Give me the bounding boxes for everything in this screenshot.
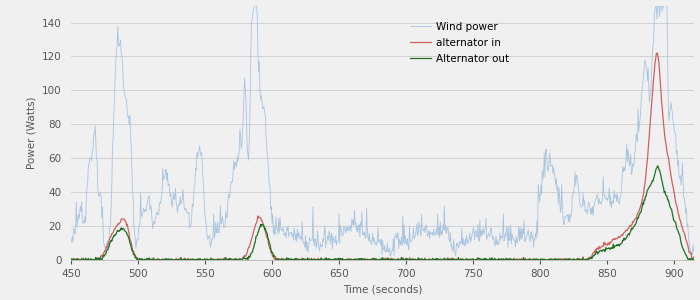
- Y-axis label: Power (Watts): Power (Watts): [27, 97, 36, 169]
- Legend: Wind power, alternator in, Alternator out: Wind power, alternator in, Alternator ou…: [407, 18, 512, 67]
- alternator in: [615, 236, 624, 239]
- alternator in: [690, 255, 698, 259]
- alternator in: [127, 241, 135, 245]
- alternator in: [66, 258, 75, 261]
- alternator in: [67, 258, 76, 262]
- Wind power: [426, 236, 434, 240]
- Alternator out: [653, 164, 662, 168]
- Alternator out: [615, 244, 624, 248]
- alternator in: [258, 218, 266, 222]
- Wind power: [386, 254, 395, 258]
- Line: alternator in: alternator in: [71, 53, 694, 260]
- Alternator out: [71, 258, 80, 262]
- Alternator out: [66, 257, 75, 260]
- Alternator out: [258, 223, 266, 226]
- Alternator out: [589, 254, 598, 258]
- Wind power: [690, 250, 698, 254]
- alternator in: [652, 51, 661, 55]
- Wind power: [66, 241, 75, 244]
- Wind power: [251, 4, 259, 8]
- Alternator out: [127, 245, 135, 249]
- Line: Alternator out: Alternator out: [71, 166, 694, 260]
- Line: Wind power: Wind power: [71, 6, 694, 256]
- Alternator out: [391, 258, 400, 262]
- X-axis label: Time (seconds): Time (seconds): [343, 284, 422, 294]
- alternator in: [425, 257, 433, 261]
- alternator in: [589, 250, 598, 254]
- Alternator out: [425, 258, 433, 262]
- Alternator out: [690, 258, 698, 262]
- Wind power: [616, 195, 624, 199]
- Wind power: [590, 203, 598, 207]
- Wind power: [258, 101, 266, 104]
- alternator in: [391, 258, 400, 262]
- Wind power: [392, 231, 400, 235]
- Wind power: [127, 134, 135, 138]
